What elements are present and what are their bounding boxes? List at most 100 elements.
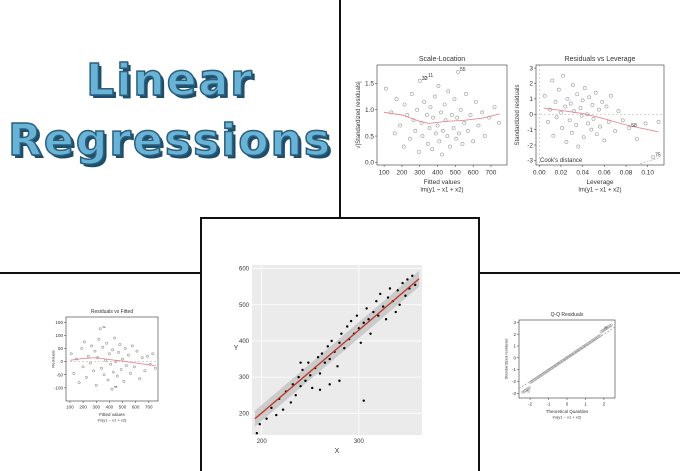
xy-fit-chart: 200 300 400 500 600 200 300 X Y	[234, 265, 422, 455]
data-point	[130, 344, 134, 348]
y-tick-label: 100	[55, 333, 63, 338]
data-point	[465, 128, 470, 133]
data-point	[343, 346, 346, 350]
data-point	[97, 337, 101, 341]
data-point	[143, 369, 147, 373]
point-label: 32	[422, 76, 428, 82]
data-point	[355, 314, 359, 317]
data-point	[561, 73, 566, 78]
y-axis-label: Standardized residuals	[503, 339, 508, 380]
data-point	[84, 375, 88, 379]
data-point	[436, 84, 441, 88]
x-tick-label: 0.10	[641, 170, 654, 177]
data-point	[589, 127, 594, 132]
x-tick-label: 500	[119, 405, 127, 410]
data-point	[420, 134, 425, 138]
data-point	[94, 383, 98, 387]
data-point	[359, 341, 362, 344]
data-point	[330, 339, 333, 343]
data-point	[424, 76, 428, 81]
data-point	[398, 303, 401, 306]
data-point	[255, 431, 259, 435]
data-point	[442, 102, 447, 107]
x-tick-label: 600	[468, 170, 479, 177]
data-point	[572, 109, 576, 114]
y-tick-label: -2	[527, 142, 533, 149]
data-point	[362, 321, 365, 325]
data-point	[111, 370, 115, 374]
data-point	[289, 401, 293, 404]
data-point	[365, 307, 368, 310]
x-tick-label: -1	[547, 402, 551, 407]
data-point	[340, 332, 343, 335]
data-point	[424, 113, 429, 117]
x-tick-label: 200	[79, 405, 87, 410]
data-point	[328, 383, 331, 386]
y-tick-label: 0.5	[365, 133, 374, 140]
data-point	[542, 93, 547, 98]
data-point	[80, 347, 84, 350]
x-tick-label: 0.00	[533, 170, 546, 177]
y-tick-label: 1.0	[365, 107, 374, 114]
data-point	[643, 121, 648, 126]
data-point	[462, 120, 467, 125]
x-tick-label: -2	[528, 402, 532, 407]
data-point	[570, 83, 575, 87]
x-tick-label: 600	[132, 405, 140, 410]
data-point	[265, 417, 268, 420]
data-point	[299, 361, 302, 364]
data-point	[326, 345, 329, 348]
model-formula: lm(y1 ~ x1 + x2)	[553, 415, 582, 420]
data-point	[546, 120, 550, 124]
point-label: 32	[102, 325, 106, 329]
data-point	[140, 356, 144, 360]
data-point	[480, 110, 484, 115]
data-point	[560, 126, 564, 130]
x-tick-label: 500	[450, 170, 461, 177]
data-point	[428, 105, 433, 110]
y-tick-label: 0.0	[365, 160, 374, 167]
cooks-distance-line	[636, 157, 659, 166]
data-point	[594, 132, 599, 137]
data-point	[281, 408, 285, 411]
data-point	[323, 361, 327, 364]
chart-title: Residuals vs Fitted	[91, 309, 133, 315]
data-point	[338, 379, 341, 382]
scale-location-chart: Scale-Location 100 200 300 400 500 600 700 0.0 0.…	[355, 56, 508, 194]
data-point	[409, 92, 414, 96]
data-point	[301, 368, 304, 372]
data-point	[569, 130, 574, 135]
data-point	[86, 354, 90, 358]
residuals-leverage-chart: Residuals vs Leverage 0.00 0.02 0.04 0.06 0.0…	[515, 56, 665, 194]
data-point	[367, 318, 370, 321]
data-point	[468, 113, 473, 117]
data-point	[117, 351, 120, 354]
model-formula: lm(y1 ~ x1 + x2)	[420, 188, 463, 194]
data-point	[318, 372, 322, 375]
center-panel-border-top	[200, 217, 480, 219]
data-point	[597, 107, 601, 112]
data-point	[581, 135, 586, 140]
point-label: 55	[114, 385, 118, 389]
data-point	[138, 377, 142, 381]
data-point	[121, 357, 124, 361]
data-point	[568, 101, 573, 106]
data-point	[275, 413, 278, 417]
data-point	[349, 319, 353, 323]
data-point	[414, 283, 417, 287]
divider-vertical-top	[339, 0, 341, 218]
data-point	[100, 366, 103, 370]
data-point	[388, 287, 392, 290]
data-point	[579, 113, 584, 118]
data-point	[440, 152, 444, 157]
y-tick-label: 0	[60, 359, 63, 364]
data-point	[406, 278, 409, 281]
y-tick-label: 400	[239, 339, 250, 345]
point-label: 11	[428, 73, 433, 79]
y-tick-label: 1.5	[365, 81, 374, 88]
x-tick-label: 0.02	[555, 170, 568, 177]
x-tick-label: 200	[397, 170, 408, 177]
y-tick-label: 3	[513, 320, 516, 325]
data-point	[377, 314, 380, 317]
data-point	[446, 89, 451, 94]
